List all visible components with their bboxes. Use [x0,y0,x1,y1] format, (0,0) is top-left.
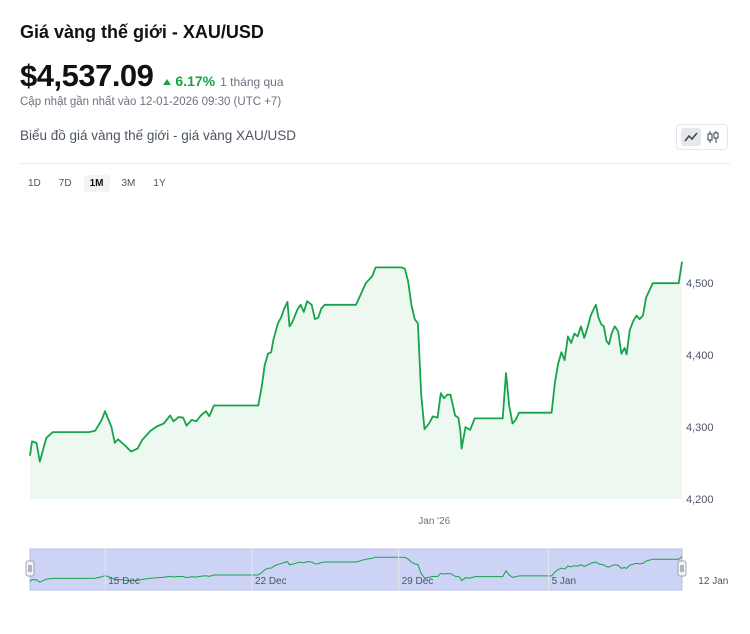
range-navigator[interactable]: 15 Dec 22 Dec 29 Dec 5 Jan 12 Jan [25,548,728,591]
y-tick-label: 4,400 [686,350,714,362]
x-tick-label: Jan '26 [418,516,450,527]
y-tick-label: 4,500 [686,278,714,290]
price-line [29,261,683,463]
chart-plot-area [29,261,683,499]
change-period: 1 tháng qua [220,75,284,89]
navigator-tick-label: 5 Jan [552,576,576,587]
candlestick-icon [707,131,719,143]
navigator-right-handle[interactable] [677,560,687,577]
change-percent: 6.17% [175,73,216,89]
navigator-left-handle[interactable] [25,560,35,577]
last-updated: Cập nhật gần nhất vào 12-01-2026 09:30 (… [20,96,282,108]
navigator-tick-label: 15 Dec [108,576,140,587]
line-chart-button[interactable] [681,128,701,146]
price-area [30,261,682,499]
chart-type-toolbar [676,124,728,150]
y-tick-label: 4,300 [686,422,714,434]
price-row: $4,537.09 6.17% 1 tháng qua [20,58,284,94]
navigator-series [29,556,683,583]
navigator-selection[interactable] [29,548,683,591]
price-change: 6.17% 1 tháng qua [163,73,284,89]
header-divider [20,163,730,164]
navigator-tick-label: 22 Dec [255,576,287,587]
time-range-selector: 1D 7D 1M 3M 1Y [22,175,178,192]
range-button-1y[interactable]: 1Y [153,178,166,189]
chart-heading: Biểu đồ giá vàng thế giới - giá vàng XAU… [20,128,297,143]
line-chart-icon [684,132,698,142]
navigator-tick-label: 29 Dec [402,576,434,587]
y-axis: 4,200 4,300 4,400 4,500 [686,278,714,506]
current-price: $4,537.09 [20,58,154,93]
arrow-up-icon [163,79,172,85]
range-button-7d[interactable]: 7D [58,178,72,189]
range-button-1m[interactable]: 1M [83,175,110,192]
page-title: Giá vàng thế giới - XAU/USD [20,22,264,42]
y-tick-label: 4,200 [686,494,714,506]
navigator-tick-label: 12 Jan [698,576,728,587]
x-axis: Jan '26 [418,516,450,527]
candlestick-button[interactable] [703,128,723,146]
range-button-1d[interactable]: 1D [28,178,41,189]
range-button-3m[interactable]: 3M [121,178,136,189]
